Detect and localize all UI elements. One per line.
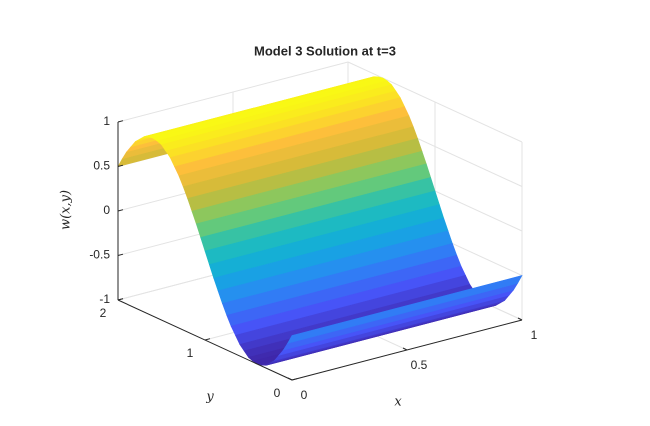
z-tick-label: 1 xyxy=(103,114,110,128)
tick-mark xyxy=(287,377,293,381)
tick-mark xyxy=(517,317,523,321)
y-tick-label: 1 xyxy=(187,346,194,360)
z-tick-label: 0.5 xyxy=(93,159,110,173)
x-axis-label: x xyxy=(394,395,402,410)
z-axis-label: w(x,y) xyxy=(59,190,74,230)
tick-mark xyxy=(402,347,408,351)
grid-line xyxy=(117,61,349,123)
tick-mark xyxy=(291,378,298,381)
x-tick-label: 1 xyxy=(531,328,538,342)
tick-mark xyxy=(117,253,124,256)
tick-mark xyxy=(117,164,124,167)
tick-mark xyxy=(117,209,124,212)
y-axis-label: y xyxy=(205,390,214,405)
y-tick-label: 2 xyxy=(100,306,107,320)
x-tick-label: 0.5 xyxy=(411,358,428,372)
z-tick-label: -1 xyxy=(99,292,110,306)
z-tick-label: 0 xyxy=(103,203,110,217)
tick-mark xyxy=(204,338,211,341)
surface-patch xyxy=(287,275,523,344)
y-tick-label: 0 xyxy=(274,386,281,400)
z-tick-label: -0.5 xyxy=(89,248,110,262)
tick-mark xyxy=(117,120,124,123)
chart-title: Model 3 Solution at t=3 xyxy=(254,43,396,58)
tick-mark xyxy=(117,298,124,301)
grid-line xyxy=(347,61,523,143)
x-tick-label: 0 xyxy=(301,388,308,402)
